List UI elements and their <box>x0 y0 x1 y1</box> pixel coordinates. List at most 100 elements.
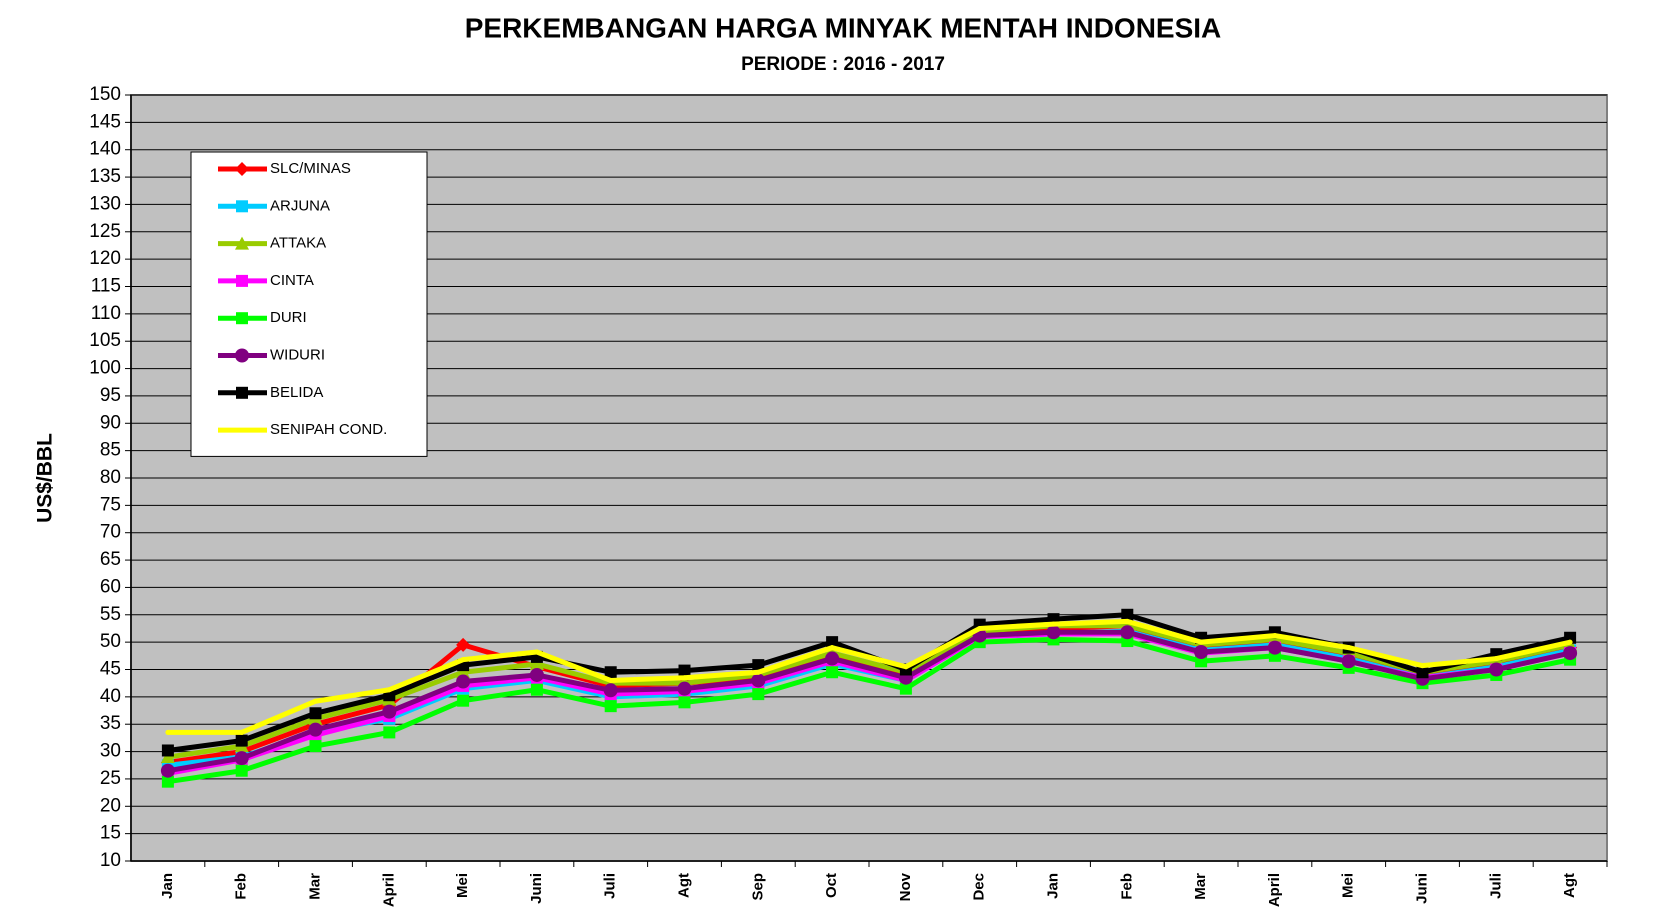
marker <box>309 740 322 753</box>
y-tick-label: 75 <box>100 494 121 515</box>
marker <box>456 637 471 652</box>
y-tick-label: 130 <box>89 193 121 214</box>
y-tick-label: 45 <box>100 659 121 680</box>
legend <box>190 151 428 457</box>
y-tick-label: 60 <box>100 576 121 597</box>
marker <box>236 200 248 213</box>
x-tick-label: Nov <box>897 872 914 901</box>
x-tick-label: Feb <box>1118 873 1135 900</box>
legend-label: SENIPAH COND. <box>270 421 387 438</box>
marker <box>603 683 618 698</box>
x-tick-label: Juli <box>1487 873 1504 899</box>
y-tick-label: 105 <box>89 330 121 351</box>
legend-label: DURI <box>270 309 307 326</box>
marker <box>309 707 322 720</box>
y-axis-label: US$/BBL <box>34 433 57 523</box>
x-tick-label: Juli <box>602 873 619 899</box>
marker <box>236 312 248 325</box>
point <box>1198 639 1204 645</box>
y-tick-label: 30 <box>100 741 121 762</box>
point <box>829 645 835 651</box>
x-tick-label: Juni <box>1413 873 1430 904</box>
marker <box>235 348 249 363</box>
y-tick-label: 90 <box>100 412 121 433</box>
y-tick-label: 55 <box>100 604 121 625</box>
marker <box>160 763 175 778</box>
series-line <box>167 629 1571 774</box>
point <box>1124 618 1130 624</box>
marker <box>826 666 839 679</box>
marker <box>1120 625 1135 640</box>
marker <box>456 665 471 679</box>
legend-label: BELIDA <box>270 384 323 401</box>
marker <box>235 162 249 176</box>
marker <box>1121 608 1134 621</box>
point <box>977 625 983 631</box>
point <box>1567 639 1573 645</box>
y-tick-label: 40 <box>100 686 121 707</box>
marker <box>530 683 543 696</box>
marker <box>235 734 248 747</box>
point <box>165 729 171 735</box>
y-tick-label: 65 <box>100 549 121 570</box>
x-tick-label: Jan <box>1044 873 1061 899</box>
y-tick-label: 100 <box>89 358 121 379</box>
marker <box>752 688 765 701</box>
y-tick-label: 115 <box>91 276 121 297</box>
y-tick-label: 50 <box>100 631 121 652</box>
marker <box>1416 666 1429 679</box>
marker <box>457 694 470 707</box>
x-tick-label: Mar <box>306 873 323 900</box>
marker <box>752 659 765 672</box>
marker <box>161 775 174 788</box>
marker <box>678 696 691 709</box>
y-tick-label: 145 <box>89 111 121 132</box>
marker <box>529 657 544 671</box>
point <box>1346 645 1352 651</box>
x-tick-label: Agt <box>675 873 692 898</box>
marker <box>236 274 248 287</box>
point <box>386 687 392 693</box>
x-tick-label: Mei <box>454 873 471 898</box>
marker <box>826 636 839 649</box>
marker <box>234 751 249 766</box>
marker <box>161 744 174 757</box>
y-tick-label: 150 <box>89 84 121 105</box>
x-tick-label: April <box>1266 873 1283 907</box>
marker <box>235 236 249 250</box>
legend-label: SLC/MINAS <box>270 160 351 177</box>
x-tick-label: Jan <box>159 873 176 899</box>
x-tick-label: Oct <box>823 873 840 898</box>
point <box>534 649 540 655</box>
y-tick-label: 135 <box>89 166 121 187</box>
marker <box>1046 625 1061 640</box>
y-tick-label: 70 <box>100 522 121 543</box>
marker <box>604 700 617 713</box>
x-tick-label: Agt <box>1561 873 1578 898</box>
y-tick-label: 20 <box>100 795 121 816</box>
y-tick-label: 80 <box>100 467 121 488</box>
legend-label: ARJUNA <box>270 197 330 214</box>
legend-label: WIDURI <box>270 346 325 363</box>
marker <box>529 667 544 682</box>
chart-subtitle: PERIODE : 2016 - 2017 <box>741 54 945 75</box>
y-tick-label: 125 <box>89 221 121 242</box>
marker <box>678 664 691 677</box>
series-line <box>167 636 1571 785</box>
point <box>755 669 761 675</box>
marker <box>383 726 396 739</box>
series-line <box>167 618 1571 735</box>
x-tick-label: Feb <box>233 873 250 900</box>
marker <box>751 673 766 688</box>
marker <box>456 674 471 689</box>
y-tick-label: 110 <box>91 303 121 324</box>
x-tick-label: Juni <box>528 873 545 904</box>
marker <box>236 386 248 399</box>
y-tick-label: 35 <box>100 713 121 734</box>
marker <box>160 750 175 764</box>
marker <box>308 722 323 737</box>
marker <box>235 764 248 777</box>
y-tick-label: 120 <box>89 248 121 269</box>
marker <box>1563 646 1578 661</box>
